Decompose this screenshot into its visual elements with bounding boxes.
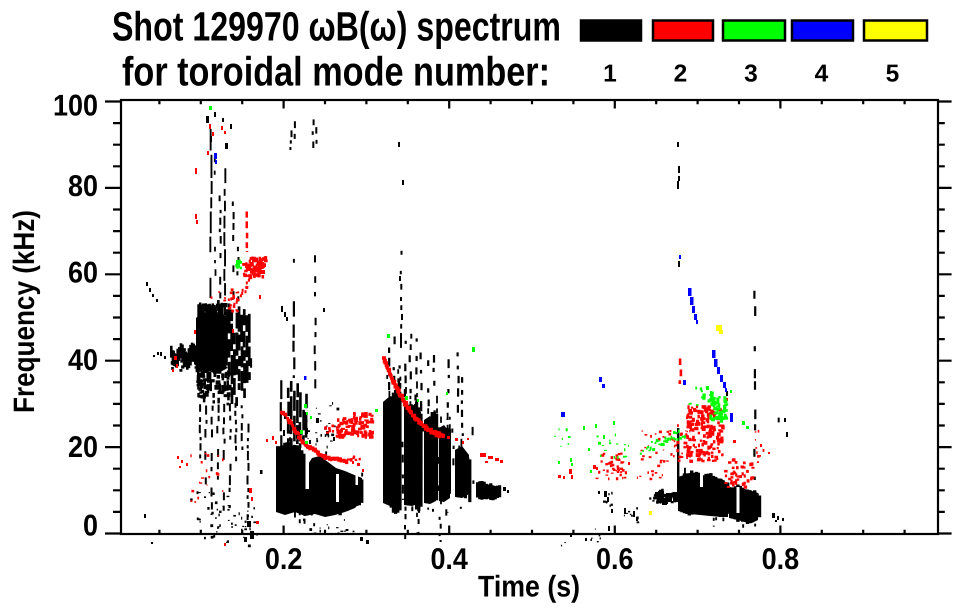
svg-text:20: 20 [68,431,98,464]
svg-text:0.6: 0.6 [596,543,634,576]
svg-text:0.2: 0.2 [265,543,303,576]
svg-text:5: 5 [886,61,900,88]
svg-text:Time (s): Time (s) [478,571,580,604]
svg-text:100: 100 [53,90,98,123]
svg-text:Shot 129970 ωB(ω) spectrum: Shot 129970 ωB(ω) spectrum [112,4,561,50]
svg-text:for toroidal mode number:: for toroidal mode number: [122,49,550,95]
svg-text:60: 60 [68,257,98,290]
svg-text:4: 4 [815,61,829,88]
svg-text:40: 40 [68,344,98,377]
svg-text:0.8: 0.8 [762,543,800,576]
svg-text:3: 3 [744,61,758,88]
svg-text:0: 0 [83,510,98,543]
svg-text:0.4: 0.4 [430,543,468,576]
svg-text:1: 1 [603,61,617,88]
svg-text:80: 80 [68,170,98,203]
svg-text:2: 2 [674,61,688,88]
svg-text:Frequency (kHz): Frequency (kHz) [8,210,41,413]
